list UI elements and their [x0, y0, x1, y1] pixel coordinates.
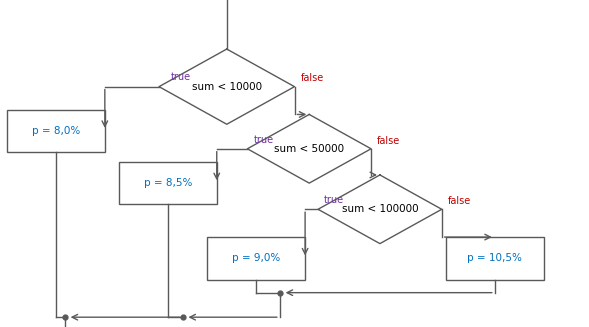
- Text: p = 10,5%: p = 10,5%: [467, 253, 522, 263]
- Bar: [7, 110, 105, 152]
- Bar: [207, 237, 305, 280]
- Text: false: false: [448, 196, 471, 206]
- Text: p = 9,0%: p = 9,0%: [232, 253, 280, 263]
- Bar: [119, 162, 217, 204]
- Text: true: true: [324, 195, 344, 205]
- Text: sum < 100000: sum < 100000: [342, 204, 418, 214]
- Text: sum < 50000: sum < 50000: [274, 144, 345, 154]
- Text: false: false: [377, 135, 400, 146]
- Text: true: true: [253, 135, 273, 145]
- Text: true: true: [171, 72, 191, 82]
- Text: sum < 10000: sum < 10000: [191, 82, 262, 92]
- Text: p = 8,0%: p = 8,0%: [32, 126, 80, 136]
- Bar: [446, 237, 544, 280]
- Text: p = 8,5%: p = 8,5%: [144, 178, 192, 188]
- Text: false: false: [300, 73, 323, 83]
